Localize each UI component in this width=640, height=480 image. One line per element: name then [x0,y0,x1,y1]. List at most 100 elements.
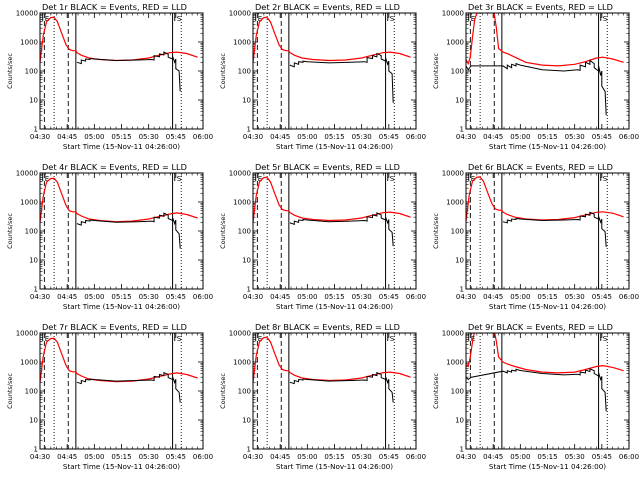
corner-box-label: S [390,335,395,343]
y-axis-label: Counts/sec [432,53,440,89]
series-events-line [289,371,394,403]
x-tick-label: 04:45 [57,133,77,141]
y-tick-label: 1000 [233,39,251,47]
x-axis-label: Start Time (15-Nov-11 04:26:00) [489,142,606,151]
corner-box-label: S [177,15,182,23]
series-events-line [76,212,181,249]
y-tick-label: 1 [460,126,464,134]
x-tick-label: 05:30 [352,453,372,461]
y-tick-label: 1 [460,446,464,454]
x-tick-label: 04:45 [270,133,290,141]
y-axis-label: Counts/sec [432,213,440,249]
corner-box-label: S [603,175,608,183]
x-tick-label: 04:30 [456,453,476,461]
y-tick-label: 10000 [442,330,464,338]
corner-box-label: E [471,175,475,183]
x-tick-label: 04:30 [456,293,476,301]
y-tick-label: 100 [238,228,251,236]
y-axis-label: Counts/sec [219,53,227,89]
panel-det-9: Det 9r BLACK = Events, RED = LLD Counts/s… [432,322,639,471]
y-tick-label: 1000 [20,39,38,47]
y-tick-label: 100 [238,388,251,396]
x-tick-label: 05:30 [565,133,585,141]
x-tick-label: 05:30 [565,293,585,301]
series-events-line [466,368,607,412]
y-tick-label: 1 [34,286,38,294]
y-tick-label: 1000 [233,359,251,367]
panel-det-8: Det 8r BLACK = Events, RED = LLD Counts/s… [219,322,426,471]
panel-det-1: Det 1r BLACK = Events, RED = LLD Counts/s… [6,2,213,151]
series-events-line [502,211,607,248]
y-tick-label: 10000 [229,170,251,178]
x-tick-label: 06:00 [406,453,426,461]
x-tick-label: 05:45 [592,293,612,301]
y-axis-label: Counts/sec [219,373,227,409]
x-tick-label: 05:45 [166,453,186,461]
panel-title: Det 4r BLACK = Events, RED = LLD [42,162,187,172]
y-tick-label: 10 [242,417,251,425]
series-lld-line [466,333,624,374]
x-tick-label: 05:30 [352,133,372,141]
x-axis-label: Start Time (15-Nov-11 04:26:00) [489,462,606,471]
y-axis-label: Counts/sec [6,213,14,249]
plot-frame [252,12,417,130]
x-axis-label: Start Time (15-Nov-11 04:26:00) [489,302,606,311]
y-tick-label: 10 [29,257,38,265]
corner-box-label: S [177,335,182,343]
plot-frame [465,12,630,130]
x-tick-label: 06:00 [619,293,639,301]
corner-box-label: E [45,175,49,183]
panel-title: Det 5r BLACK = Events, RED = LLD [255,162,400,172]
panel-det-6: Det 6r BLACK = Events, RED = LLD Counts/s… [432,162,639,311]
y-tick-label: 10000 [229,10,251,18]
x-tick-label: 06:00 [619,453,639,461]
corner-box-label: S [177,175,182,183]
panel-det-3: Det 3r BLACK = Events, RED = LLD Counts/s… [432,2,639,151]
x-tick-label: 06:00 [406,293,426,301]
panel-det-5: Det 5r BLACK = Events, RED = LLD Counts/s… [219,162,426,311]
y-tick-label: 10 [29,417,38,425]
y-tick-label: 1000 [446,359,464,367]
series-lld-line [40,16,198,63]
y-tick-label: 10000 [442,170,464,178]
x-tick-label: 05:30 [139,133,159,141]
y-tick-label: 10000 [16,330,38,338]
x-tick-label: 04:30 [243,293,263,301]
x-tick-label: 04:30 [30,133,50,141]
x-tick-label: 05:15 [111,453,131,461]
x-tick-label: 05:15 [537,453,557,461]
x-tick-label: 05:45 [166,293,186,301]
y-tick-label: 1000 [20,359,38,367]
y-tick-label: 100 [451,68,464,76]
y-tick-label: 10 [455,257,464,265]
x-tick-label: 05:15 [324,133,344,141]
y-tick-label: 1000 [20,199,38,207]
y-axis-label: Counts/sec [219,213,227,249]
panel-title: Det 9r BLACK = Events, RED = LLD [468,322,613,332]
panel-title: Det 3r BLACK = Events, RED = LLD [468,2,613,12]
corner-box-label: E [45,335,49,343]
y-tick-label: 1 [247,446,251,454]
x-tick-label: 05:00 [297,133,317,141]
x-tick-label: 04:45 [483,293,503,301]
y-tick-label: 100 [451,228,464,236]
plot-frame [465,172,630,290]
series-lld-line [40,337,198,383]
series-lld-line [40,177,198,223]
x-tick-label: 05:00 [510,293,530,301]
x-tick-label: 04:45 [483,453,503,461]
y-axis-label: Counts/sec [6,373,14,409]
y-tick-label: 10 [455,417,464,425]
y-tick-label: 1000 [446,39,464,47]
x-axis-label: Start Time (15-Nov-11 04:26:00) [63,142,180,151]
y-tick-label: 1 [34,126,38,134]
series-events-line [76,371,181,403]
y-tick-label: 100 [451,388,464,396]
y-tick-label: 10 [242,257,251,265]
series-lld-line [253,336,411,383]
plot-frame [465,332,630,450]
panel-title: Det 2r BLACK = Events, RED = LLD [255,2,400,12]
panel-det-4: Det 4r BLACK = Events, RED = LLD Counts/s… [6,162,213,311]
x-tick-label: 04:30 [243,453,263,461]
y-tick-label: 10000 [16,170,38,178]
